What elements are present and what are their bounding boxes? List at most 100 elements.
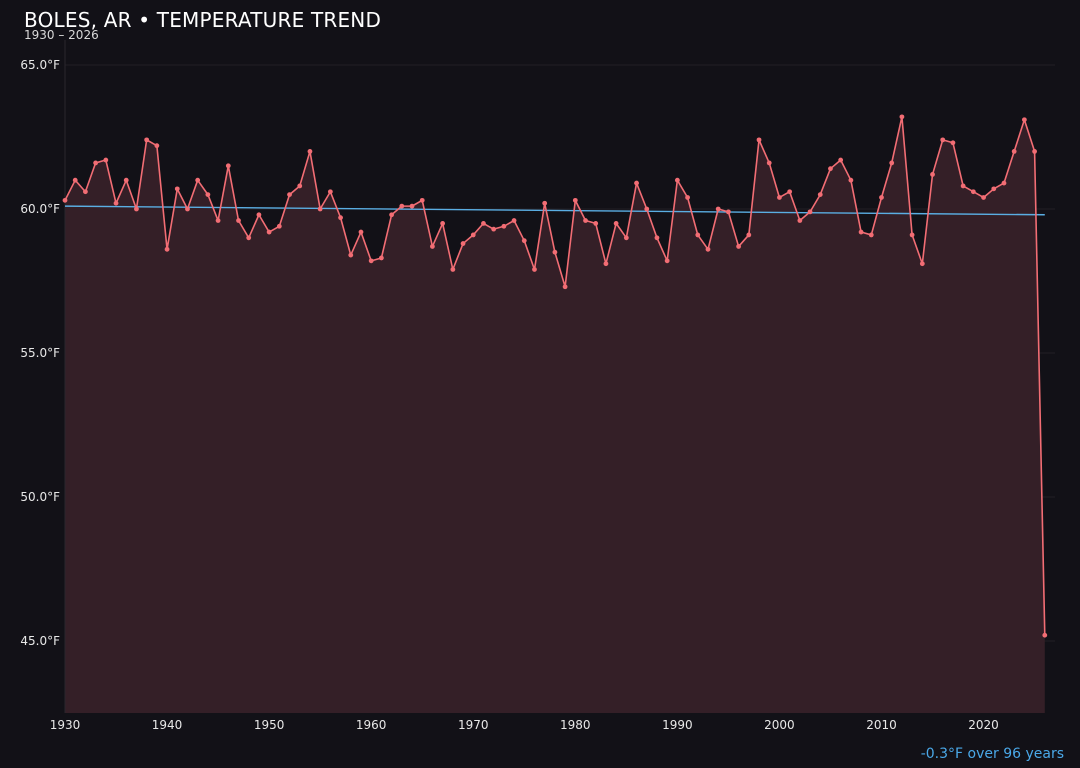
- data-point-1961: [378, 255, 384, 261]
- data-point-1985: [623, 235, 629, 241]
- data-point-1996: [736, 244, 742, 249]
- data-point-2025: [1032, 149, 1037, 154]
- data-point-1987: [644, 206, 650, 212]
- data-point-2007: [848, 177, 854, 183]
- data-point-1940: [164, 246, 170, 252]
- data-point-1949: [256, 212, 262, 218]
- x-tick-label-1970: 1970: [458, 718, 489, 732]
- data-point-1953: [297, 183, 303, 189]
- y-tick-label-2: 55.0°F: [20, 346, 60, 360]
- data-point-1967: [440, 221, 446, 226]
- data-point-1950: [266, 229, 272, 235]
- data-point-2010: [879, 195, 884, 200]
- data-point-1938: [144, 137, 150, 143]
- data-point-1930: [62, 197, 68, 203]
- data-point-1993: [705, 246, 711, 252]
- data-point-1937: [134, 206, 139, 212]
- x-tick-label-1950: 1950: [254, 718, 285, 732]
- data-point-1979: [562, 284, 568, 290]
- data-point-2002: [797, 218, 803, 223]
- data-point-1973: [501, 223, 507, 229]
- data-point-1946: [225, 163, 231, 169]
- x-tick-label-1940: 1940: [152, 718, 183, 732]
- data-point-1970: [470, 232, 476, 238]
- data-point-1991: [685, 195, 690, 200]
- y-tick-label-1: 50.0°F: [20, 490, 60, 504]
- data-point-2013: [909, 232, 915, 238]
- data-point-1968: [450, 267, 456, 272]
- data-point-1962: [389, 212, 394, 218]
- data-point-1971: [481, 221, 486, 226]
- data-point-1958: [348, 252, 354, 258]
- data-point-1944: [205, 192, 211, 198]
- data-point-1943: [195, 177, 201, 183]
- data-point-1988: [654, 235, 660, 241]
- data-point-1997: [746, 232, 752, 238]
- data-point-2023: [1011, 149, 1017, 154]
- data-point-2017: [950, 140, 956, 146]
- data-point-1978: [552, 249, 558, 255]
- data-point-1984: [613, 221, 619, 226]
- data-point-2009: [868, 232, 874, 238]
- data-point-1948: [246, 235, 252, 241]
- data-point-1931: [72, 177, 78, 183]
- data-point-1947: [236, 218, 241, 223]
- data-point-1977: [542, 200, 548, 206]
- y-tick-label-3: 60.0°F: [20, 202, 60, 216]
- y-tick-label-0: 45.0°F: [20, 634, 60, 648]
- x-tick-label-1960: 1960: [356, 718, 387, 732]
- data-point-1951: [276, 223, 282, 229]
- points-layer: [62, 114, 1048, 638]
- data-point-2016: [940, 137, 946, 143]
- data-point-1952: [287, 192, 292, 198]
- data-point-2024: [1021, 117, 1027, 123]
- data-point-1994: [715, 206, 721, 212]
- data-point-1992: [695, 232, 701, 238]
- x-tick-label-2010: 2010: [866, 718, 897, 732]
- data-point-1999: [766, 160, 772, 166]
- data-point-1960: [368, 258, 374, 264]
- data-point-1981: [583, 218, 588, 223]
- data-point-2003: [807, 209, 813, 215]
- data-point-1976: [532, 267, 537, 272]
- data-point-1941: [174, 186, 180, 192]
- data-point-1934: [103, 157, 109, 163]
- data-point-1998: [756, 137, 762, 143]
- data-point-2008: [858, 229, 864, 235]
- data-point-2005: [828, 166, 833, 172]
- data-point-2006: [838, 157, 844, 163]
- chart-subtitle: 1930 – 2026: [24, 28, 99, 42]
- data-point-1975: [521, 238, 527, 244]
- data-point-2022: [1001, 180, 1007, 186]
- x-tick-label-1990: 1990: [662, 718, 693, 732]
- data-point-2001: [787, 189, 793, 195]
- data-point-1972: [491, 226, 497, 232]
- data-point-2026: [1042, 632, 1048, 638]
- data-point-1963: [399, 203, 405, 209]
- data-point-1954: [307, 149, 313, 154]
- trend-annotation: -0.3°F over 96 years: [920, 746, 1064, 762]
- x-tick-label-2000: 2000: [764, 718, 795, 732]
- data-point-1942: [185, 206, 190, 212]
- data-point-1965: [419, 197, 425, 203]
- data-point-1989: [664, 258, 670, 264]
- data-point-2004: [817, 192, 823, 198]
- y-tick-label-4: 65.0°F: [20, 58, 60, 72]
- data-point-1933: [93, 160, 99, 166]
- data-point-1945: [215, 218, 221, 223]
- data-point-1955: [317, 206, 323, 212]
- x-tick-label-2020: 2020: [968, 718, 999, 732]
- chart-title: BOLES, AR • TEMPERATURE TREND: [24, 8, 382, 32]
- data-point-2014: [919, 261, 925, 267]
- data-point-2021: [991, 186, 997, 192]
- data-point-1939: [154, 143, 160, 149]
- data-point-1980: [572, 197, 578, 203]
- y-axis-ticks: 45.0°F 50.0°F 55.0°F 60.0°F 65.0°F: [20, 58, 60, 648]
- data-point-1935: [113, 200, 119, 206]
- data-point-1964: [409, 203, 415, 209]
- data-point-2011: [889, 160, 895, 166]
- data-point-1932: [83, 189, 88, 195]
- data-point-2012: [899, 114, 905, 120]
- data-point-2000: [777, 195, 782, 200]
- data-point-1982: [593, 221, 599, 226]
